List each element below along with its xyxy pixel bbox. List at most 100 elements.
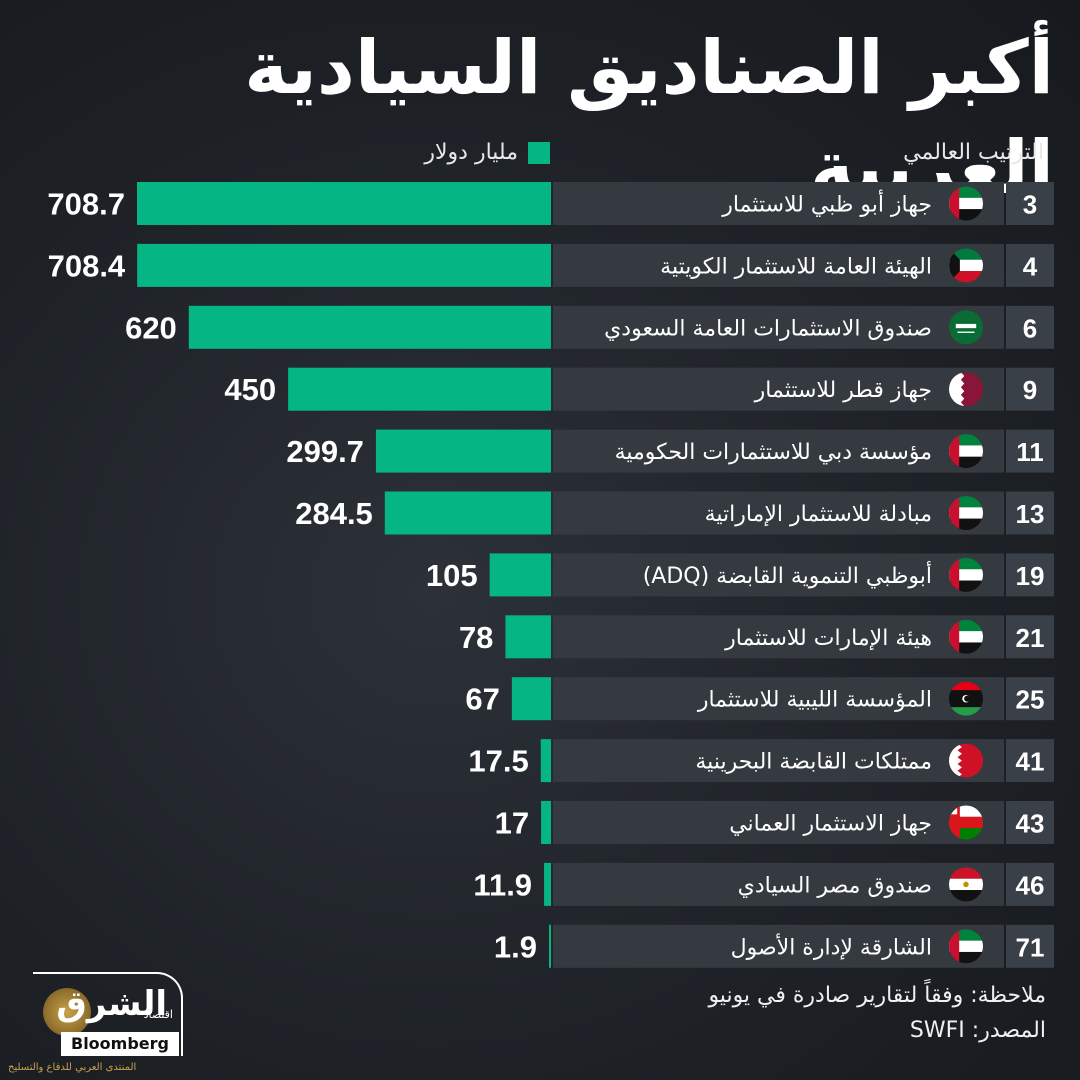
fund-name-label: صندوق مصر السيادي	[738, 873, 932, 898]
rank-box	[1006, 182, 1054, 225]
bar	[549, 924, 551, 968]
rank-label: 13	[1016, 499, 1045, 529]
rank-column-header: الترتيب العالمي	[903, 140, 1044, 165]
fund-name-label: جهاز قطر للاستثمار	[754, 378, 932, 403]
bar-chart: 708.7 3 جهاز أبو ظبي للاستثمار 708.4 4 الهيئة…	[47, 182, 1054, 968]
flag-qatar-icon	[949, 372, 983, 407]
value-label: 620	[125, 310, 177, 345]
flag-uae-icon	[949, 929, 983, 964]
flag-uae-icon	[949, 496, 983, 530]
value-label: 17.5	[468, 744, 528, 779]
fund-name-box	[553, 305, 1004, 349]
flag-libya-icon	[949, 681, 983, 716]
bar	[541, 801, 551, 844]
fund-name-box	[553, 924, 1004, 968]
value-label: 11.9	[473, 867, 532, 902]
value-label: 78	[459, 620, 493, 655]
rank-label: 46	[1016, 870, 1045, 900]
fund-name-box	[553, 801, 1004, 844]
note-text: ملاحظة: وفقاً لتقارير صادرة في يونيو	[708, 983, 1046, 1008]
fund-name-label: ممتلكات القابضة البحرينية	[695, 750, 932, 775]
logo-sub-text: اقتصاد	[143, 1008, 173, 1021]
fund-name-label: جهاز أبو ظبي للاستثمار	[721, 190, 932, 218]
rank-label: 21	[1016, 623, 1045, 653]
rank-box	[1006, 801, 1054, 844]
rank-box	[1006, 367, 1054, 411]
rank-box	[1006, 491, 1054, 535]
value-label: 105	[426, 558, 478, 593]
flag-uae-icon	[949, 434, 983, 469]
bar	[188, 305, 551, 349]
page-title: أكبر الصناديق السيادية العربية	[244, 25, 1054, 211]
rank-box	[1006, 553, 1054, 597]
fund-name-box	[553, 367, 1004, 411]
bloomberg-logo: Bloomberg	[61, 1032, 179, 1056]
value-label: 708.7	[47, 187, 125, 222]
watermark-text: المنتدى العربي للدفاع والتسليح	[8, 1062, 137, 1073]
fund-name-label: هيئة الإمارات للاستثمار	[724, 626, 932, 651]
rank-label: 19	[1016, 561, 1045, 591]
bar	[540, 739, 551, 783]
rank-label: 25	[1016, 685, 1045, 715]
bar	[137, 182, 551, 225]
rank-label: 3	[1023, 190, 1037, 220]
fund-name-box	[553, 491, 1004, 535]
rank-box	[1006, 862, 1054, 906]
value-label: 67	[465, 682, 499, 717]
emblem-icon	[43, 988, 91, 1036]
bar	[511, 677, 551, 721]
flag-oman-icon	[949, 805, 983, 840]
rank-box	[1006, 924, 1054, 968]
fund-name-box	[553, 553, 1004, 597]
value-label: 299.7	[286, 434, 364, 469]
source-text: المصدر: SWFI	[909, 1018, 1046, 1043]
flag-uae-icon	[949, 186, 983, 221]
value-label: 284.5	[295, 496, 373, 531]
fund-name-box	[553, 739, 1004, 783]
fund-name-label: الشارقة لإدارة الأصول	[731, 933, 932, 960]
rank-box	[1006, 677, 1054, 721]
rank-label: 71	[1016, 932, 1045, 962]
rank-box	[1006, 429, 1054, 473]
bar	[288, 367, 551, 411]
bar	[375, 429, 551, 473]
logo-main-text: الشرق	[56, 984, 167, 1024]
rank-box	[1006, 739, 1054, 783]
value-label: 1.9	[494, 929, 537, 964]
value-label: 450	[224, 372, 276, 407]
fund-name-label: المؤسسة الليبية للاستثمار	[697, 688, 932, 713]
flag-kuwait-icon	[949, 248, 983, 283]
fund-name-box	[553, 615, 1004, 659]
rank-label: 9	[1023, 375, 1037, 405]
value-label: 708.4	[48, 248, 126, 283]
fund-name-label: مؤسسة دبي للاستثمارات الحكومية	[615, 440, 932, 465]
rank-label: 4	[1023, 251, 1038, 281]
rank-box	[1006, 305, 1054, 349]
rank-label: 11	[1016, 437, 1044, 467]
bar	[489, 553, 551, 597]
fund-name-box	[553, 429, 1004, 473]
rank-label: 41	[1016, 747, 1045, 777]
fund-name-label: جهاز الاستثمار العماني	[729, 812, 932, 837]
bar	[384, 491, 551, 535]
value-label: 17	[495, 806, 529, 841]
fund-name-box	[553, 677, 1004, 721]
flag-saudi-icon	[949, 310, 983, 345]
fund-name-box	[553, 243, 1004, 287]
fund-name-box	[553, 182, 1004, 225]
legend-label: مليار دولار	[424, 140, 518, 165]
bar	[544, 862, 551, 906]
legend-swatch	[528, 141, 550, 164]
rank-label: 43	[1016, 809, 1045, 839]
asharq-logo: الشرق اقتصاد Bloomberg	[33, 972, 183, 1056]
rank-box	[1006, 615, 1054, 659]
bar	[505, 615, 551, 659]
fund-name-label: مبادلة للاستثمار الإماراتية	[705, 502, 932, 527]
bar	[137, 243, 552, 287]
fund-name-label: أبوظبي التنموية القابضة (ADQ)	[643, 561, 932, 589]
fund-name-label: صندوق الاستثمارات العامة السعودي	[604, 316, 932, 341]
flag-uae-icon	[949, 619, 983, 654]
fund-name-box	[553, 862, 1004, 906]
fund-name-label: الهيئة العامة للاستثمار الكويتية	[660, 254, 932, 279]
rank-label: 6	[1023, 313, 1037, 343]
